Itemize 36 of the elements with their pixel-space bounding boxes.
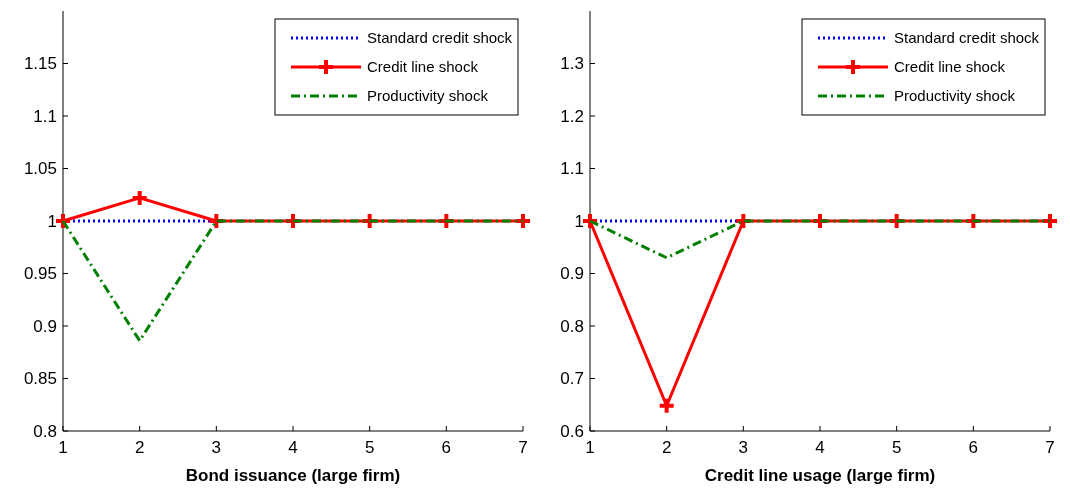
y-tick-label: 1 [574,211,584,231]
legend-label: Productivity shock [894,87,1016,105]
y-tick-label: 0.7 [560,369,584,389]
y-tick-label: 1.05 [23,159,57,179]
x-tick-label: 7 [518,438,528,457]
y-tick-label: 1 [47,211,57,231]
x-tick-label: 5 [364,438,375,457]
legend-label: Credit line shock [894,58,1006,76]
x-axis-title: Credit line usage (large firm) [704,466,936,485]
y-tick-label: 1.1 [33,106,57,126]
x-tick-label: 2 [661,438,672,457]
x-tick-label: 2 [134,438,145,457]
x-tick-label: 5 [891,438,902,457]
y-tick-label: 0.6 [560,421,584,441]
x-tick-label: 3 [211,438,222,457]
y-tick-label: 0.8 [33,421,57,441]
y-tick-label: 0.85 [23,369,57,389]
y-tick-label: 0.9 [33,316,57,336]
y-tick-label: 1.1 [560,159,584,179]
y-tick-label: 0.95 [23,264,57,284]
legend-label: Credit line shock [367,58,479,76]
x-tick-label: 4 [815,438,825,457]
x-tick-label: 6 [968,438,979,457]
y-tick-label: 0.9 [560,264,584,284]
x-tick-label: 7 [1045,438,1055,457]
y-tick-label: 1.3 [560,54,584,74]
x-axis-title: Bond issuance (large firm) [185,466,401,485]
y-tick-label: 1.15 [23,54,57,74]
y-tick-label: 0.8 [560,316,584,336]
x-tick-label: 4 [288,438,298,457]
legend-label: Standard credit shock [894,29,1040,47]
x-tick-label: 6 [441,438,452,457]
legend-label: Productivity shock [367,87,489,105]
y-tick-label: 1.2 [560,106,584,126]
x-tick-label: 3 [738,438,749,457]
legend-label: Standard credit shock [367,29,513,47]
